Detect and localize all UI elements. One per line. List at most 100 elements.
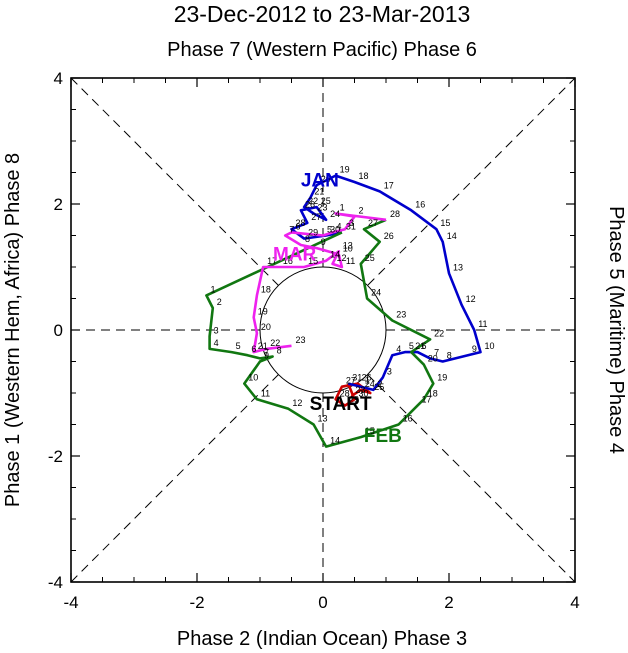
day-label-feb: 20	[428, 354, 438, 364]
day-label-feb: 21	[415, 341, 425, 351]
day-label-feb: 5	[236, 341, 241, 351]
day-label-feb: 8	[277, 345, 282, 355]
day-label-jan: 20	[321, 174, 331, 184]
day-label-dec: 27	[346, 376, 356, 386]
diag-line-2	[70, 77, 576, 583]
chart-title: 23-Dec-2012 to 23-Mar-2013	[174, 1, 471, 27]
day-label-jan: 13	[453, 262, 463, 272]
day-label-dec: 31	[352, 373, 362, 383]
day-label-feb: 24	[371, 288, 381, 298]
day-label-mar: 13	[343, 240, 353, 250]
day-label-mar: 11	[346, 256, 355, 266]
day-label-feb: 2	[217, 297, 222, 307]
day-label-mar: 4	[336, 221, 341, 231]
day-label-feb: 23	[396, 310, 406, 320]
day-label-feb: 1	[210, 284, 215, 294]
y-tick-label: 2	[54, 195, 63, 214]
x-tick-label: 4	[570, 593, 579, 612]
chart-subtitle: Phase 7 (Western Pacific) Phase 6	[167, 39, 477, 61]
x-tick-label: 0	[318, 593, 327, 612]
series-layer	[205, 174, 482, 448]
day-label-jan: 18	[359, 171, 369, 181]
day-label-dec: 29	[349, 395, 359, 405]
day-label-mar: 7	[289, 225, 294, 235]
day-label-dec: 25	[374, 382, 384, 392]
series-jan-line	[290, 174, 482, 392]
day-label-mar: 2	[359, 206, 364, 216]
day-label-jan: 5	[409, 341, 414, 351]
day-label-jan: 17	[384, 180, 394, 190]
phase-guides	[70, 77, 576, 583]
x-tick-label: -2	[189, 593, 204, 612]
day-label-feb: 16	[403, 414, 413, 424]
day-label-dec: 26	[362, 373, 372, 383]
y-tick-label: -2	[48, 447, 63, 466]
day-label-jan: 25	[321, 196, 331, 206]
day-label-mar: 23	[296, 335, 306, 345]
day-label-feb: 13	[318, 414, 328, 424]
day-label-mar: 15	[308, 256, 318, 266]
day-label-mar: 9	[321, 237, 326, 247]
day-label-jan: 26	[305, 199, 315, 209]
series-mar-line	[252, 212, 387, 354]
y-axis-label-left: Phase 1 (Western Hem, Africa) Phase 8	[2, 153, 24, 507]
day-label-feb: 11	[261, 388, 270, 398]
y-axis-label-right: Phase 5 (Maritime) Phase 4	[605, 206, 627, 454]
x-tick-label: 2	[444, 593, 453, 612]
day-label-feb: 15	[365, 426, 375, 436]
day-label-mar: 20	[261, 322, 271, 332]
day-label-jan: 4	[396, 344, 401, 354]
day-label-feb: 27	[368, 218, 378, 228]
day-label-mar: 8	[305, 234, 310, 244]
day-label-mar: 18	[261, 284, 271, 294]
day-label-feb: 25	[365, 253, 375, 263]
day-label-jan: 29	[308, 228, 318, 238]
x-axis-label: Phase 2 (Indian Ocean) Phase 3	[177, 628, 467, 650]
series-dec-line	[334, 382, 372, 407]
day-label-jan: 1	[365, 376, 370, 386]
day-label-jan: 31	[346, 221, 356, 231]
day-label-feb: 3	[214, 325, 219, 335]
day-label-mar: 16	[283, 256, 293, 266]
day-label-jan: 15	[440, 218, 450, 228]
day-label-dec: 28	[340, 388, 350, 398]
day-label-jan: 21	[314, 187, 324, 197]
day-label-feb: 7	[264, 347, 269, 357]
day-label-feb: 6	[251, 344, 256, 354]
month-label-mar: MAR	[273, 245, 317, 266]
y-tick-label: -4	[48, 573, 63, 592]
day-label-jan: 9	[472, 344, 477, 354]
day-label-mar: 14	[330, 250, 340, 260]
diag-line-1	[70, 77, 576, 583]
day-label-jan: 23	[318, 202, 328, 212]
day-label-jan: 11	[478, 319, 487, 329]
day-label-jan: 3	[387, 366, 392, 376]
day-label-feb: 10	[248, 373, 258, 383]
day-label-jan: 8	[447, 351, 452, 361]
day-label-feb: 22	[434, 328, 444, 338]
day-label-feb: 18	[428, 388, 438, 398]
day-label-mar: 1	[340, 202, 345, 212]
day-label-jan: 16	[415, 199, 425, 209]
y-tick-label: 4	[54, 69, 63, 88]
day-label-jan: 22	[308, 196, 318, 206]
day-label-feb: 4	[214, 338, 219, 348]
day-label-mar: 5	[327, 225, 332, 235]
day-label-feb: 19	[437, 373, 447, 383]
day-label-jan: 28	[296, 218, 306, 228]
day-label-dec: 23	[355, 385, 365, 395]
start-label: START	[310, 394, 372, 415]
day-label-mar: 6	[296, 221, 301, 231]
unit-circle	[259, 266, 387, 394]
day-label-mar: 21	[258, 341, 268, 351]
day-label-mar: 19	[258, 306, 268, 316]
month-label-jan: JAN	[301, 170, 339, 191]
day-label-jan: 12	[466, 294, 476, 304]
day-label-feb: 14	[330, 436, 340, 446]
day-label-jan: 7	[434, 347, 439, 357]
day-label-jan: 10	[485, 341, 495, 351]
day-label-mar: 3	[349, 218, 354, 228]
